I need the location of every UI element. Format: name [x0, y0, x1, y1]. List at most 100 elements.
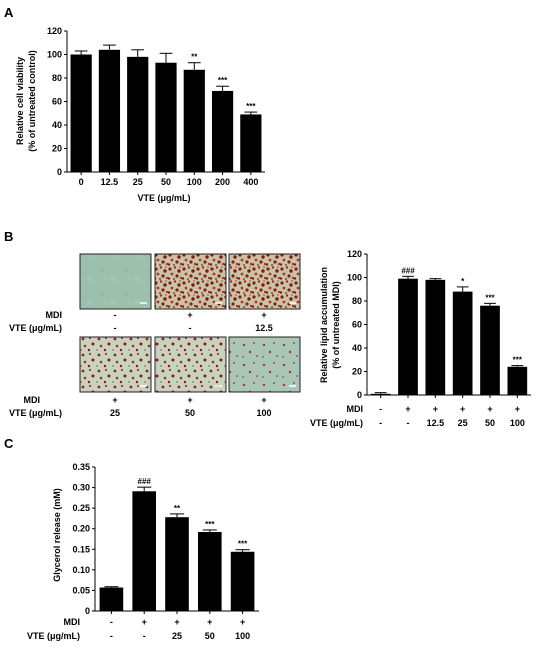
micrograph-vte-25: [79, 336, 152, 393]
chart-b-vte-value: 25: [458, 418, 468, 428]
chart-b-ytick-label: 100: [347, 273, 362, 283]
chart-c-ytick-label: 0.05: [72, 585, 90, 595]
chart-a: Relative cell viability (% of untreated …: [15, 26, 265, 203]
micro-row1-mdi-label: MDI: [46, 310, 63, 320]
chart-b-ytick-label: 0: [357, 390, 362, 400]
chart-b-bar: [480, 305, 500, 395]
micrograph-vte-12-5: [228, 253, 301, 310]
chart-a-ytick-label: 20: [52, 144, 62, 154]
chart-c-vte-value: -: [110, 631, 113, 641]
chart-c-significance: ***: [205, 520, 215, 529]
chart-c-bar: [165, 517, 189, 611]
chart-a-xtick-label: 100: [187, 177, 202, 187]
chart-c-ytick-label: 0.30: [72, 483, 90, 493]
chart-c-bar: [132, 491, 157, 611]
chart-a-ytick-label: 80: [52, 73, 62, 83]
chart-b-significance: ***: [513, 356, 523, 365]
micrograph-vte-50: [154, 336, 227, 393]
chart-a-bar: [183, 69, 205, 172]
chart-b-mdi-value: +: [405, 404, 410, 414]
micro-row1-vte-2: -: [189, 323, 192, 333]
chart-c-bar: [230, 551, 255, 611]
chart-b-mdi-label: MDI: [347, 404, 364, 414]
chart-a-bar: [155, 62, 177, 172]
micrograph-grid: MDI VTE (μg/mL) - + + - - 12.5 MDI VTE (…: [9, 253, 301, 418]
chart-a-bar: [240, 114, 262, 172]
micro-row2-mdi-label: MDI: [24, 395, 41, 405]
chart-b-ytick-label: 60: [352, 320, 362, 330]
chart-b-mdi-value: +: [460, 404, 465, 414]
chart-a-xtick-label: 50: [161, 177, 171, 187]
chart-c-bar: [197, 532, 222, 611]
chart-b-mdi-value: -: [379, 404, 382, 414]
chart-b-ytick-label: 20: [352, 367, 362, 377]
chart-a-significance: ***: [218, 76, 228, 85]
micro-row2-mdi-2: +: [187, 395, 192, 405]
chart-a-ytick-label: 0: [57, 167, 62, 177]
chart-c-vte-value: -: [143, 631, 146, 641]
chart-a-ytick-label: 40: [52, 120, 62, 130]
chart-b-ytick-label: 120: [347, 249, 362, 259]
chart-b-vte-value: 100: [510, 418, 525, 428]
chart-a-ytick-label: 100: [47, 50, 62, 60]
micro-row2-mdi-3: +: [261, 395, 266, 405]
chart-b-bar: [398, 278, 418, 395]
chart-c-ytick-label: 0: [85, 606, 90, 616]
chart-b-ylabel-1: Relative lipid accumulation: [319, 267, 329, 383]
chart-c-bar: [99, 587, 124, 611]
panel-letter-c: C: [4, 436, 14, 451]
chart-b-bar: [425, 279, 446, 395]
chart-a-bar: [70, 54, 92, 172]
chart-c-mdi-value: -: [110, 617, 113, 627]
chart-a-ylabel-1: Relative cell viability: [15, 57, 25, 145]
chart-a-xtick-label: 0: [79, 177, 84, 187]
micro-row1-vte-1: -: [114, 323, 117, 333]
chart-b-ytick-label: 80: [352, 296, 362, 306]
chart-a-significance: ***: [246, 102, 256, 111]
chart-b: Relative lipid accumulation (% of untrea…: [310, 249, 531, 428]
micro-row2-vte-3: 100: [256, 408, 271, 418]
micro-row2-vte-label: VTE (μg/mL): [9, 408, 62, 418]
chart-b-mdi-value: +: [515, 404, 520, 414]
panel-letter-b: B: [4, 229, 13, 244]
chart-c-ytick-label: 0.15: [72, 544, 90, 554]
chart-b-significance: ###: [401, 266, 415, 275]
chart-c-vte-value: 50: [205, 631, 215, 641]
chart-a-significance: **: [191, 53, 198, 62]
chart-a-ytick-label: 60: [52, 97, 62, 107]
chart-b-vte-value: -: [379, 418, 382, 428]
chart-c-mdi-label: MDI: [64, 617, 81, 627]
chart-c-vte-value: 25: [172, 631, 182, 641]
chart-b-bar: [452, 291, 473, 395]
chart-a-xlabel: VTE (μg/mL): [137, 193, 190, 203]
micro-row2-mdi-1: +: [112, 395, 117, 405]
chart-b-significance: ***: [485, 293, 495, 302]
chart-a-ytick-label: 120: [47, 26, 62, 36]
micro-row1-mdi-2: +: [187, 310, 192, 320]
micrograph-control: [79, 253, 152, 310]
chart-c-mdi-value: +: [174, 617, 179, 627]
chart-b-mdi-value: +: [433, 404, 438, 414]
micro-row2-vte-1: 25: [110, 408, 120, 418]
chart-a-xtick-label: 400: [243, 177, 258, 187]
chart-c-significance: ***: [238, 540, 248, 549]
chart-a-ylabel-2: (% of untreated control): [27, 50, 37, 152]
chart-c: Glycerol release (mM) MDI VTE (μg/mL) 0 0…: [27, 462, 259, 641]
chart-c-mdi-value: +: [207, 617, 212, 627]
chart-c-ytick-label: 0.25: [72, 503, 90, 513]
chart-b-ylabel-2: (% of untreated MDI): [331, 281, 341, 369]
chart-b-vte-label: VTE (μg/mL): [310, 418, 363, 428]
chart-b-vte-value: 12.5: [427, 418, 445, 428]
chart-b-bar: [370, 393, 391, 395]
chart-c-vte-label: VTE (μg/mL): [27, 631, 80, 641]
chart-b-ytick-label: 40: [352, 343, 362, 353]
micro-row1-vte-3: 12.5: [255, 323, 273, 333]
micro-row1-mdi-3: +: [261, 310, 266, 320]
chart-c-vte-value: 100: [235, 631, 250, 641]
chart-b-mdi-value: +: [487, 404, 492, 414]
chart-a-xtick-label: 200: [215, 177, 230, 187]
chart-b-vte-value: 50: [485, 418, 495, 428]
chart-a-bar: [127, 56, 149, 172]
panel-letter-a: A: [4, 5, 14, 20]
